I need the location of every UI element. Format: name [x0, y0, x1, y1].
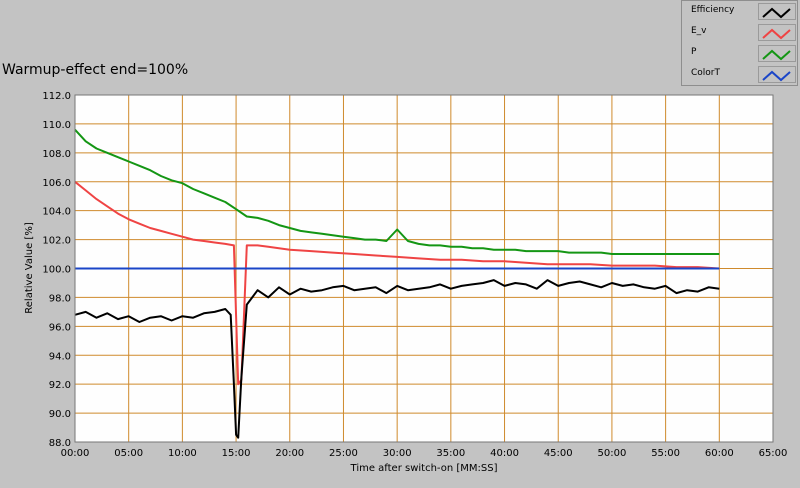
legend-label-efficiency: Efficiency — [691, 5, 735, 15]
y-tick-label: 98.0 — [49, 293, 71, 304]
y-tick-label: 92.0 — [49, 380, 71, 391]
legend-label-colort: ColorT — [691, 68, 720, 78]
plot-frame: 00:00 05:00 10:00 15:00 20:00 25:00 30:00 35:00… — [0, 86, 800, 484]
x-tick-label: 20:00 — [275, 448, 304, 459]
y-tick-label: 90.0 — [49, 409, 71, 420]
y-tick-label: 102.0 — [42, 236, 71, 247]
y-axis-label: Relative Value [%] — [24, 222, 35, 314]
x-tick-label: 55:00 — [651, 448, 680, 459]
x-tick-label: 40:00 — [490, 448, 519, 459]
legend-item-efficiency: Efficiency — [682, 1, 798, 22]
y-tick-label: 104.0 — [42, 207, 71, 218]
legend-item-colort: ColorT — [682, 64, 798, 85]
y-tick-label: 108.0 — [42, 149, 71, 160]
legend-label-p: P — [691, 47, 697, 57]
series-group — [74, 129, 720, 439]
y-tick-label: 94.0 — [49, 351, 71, 362]
legend-line-icon-efficiency — [762, 7, 791, 19]
series-line-p — [74, 129, 720, 255]
legend-swatch-p — [758, 45, 796, 62]
y-tick-label: 106.0 — [42, 178, 71, 189]
legend-label-ev: E_v — [691, 26, 707, 36]
x-tick-label: 35:00 — [436, 448, 465, 459]
x-tick-label: 25:00 — [329, 448, 358, 459]
legend-line-icon-p — [762, 49, 791, 61]
x-tick-label: 30:00 — [383, 448, 412, 459]
x-tick-label: 10:00 — [168, 448, 197, 459]
x-tick-label: 15:00 — [222, 448, 251, 459]
x-tick-label: 05:00 — [114, 448, 143, 459]
x-tick-label: 50:00 — [598, 448, 627, 459]
legend-swatch-colort — [758, 66, 796, 83]
series-line-efficiency — [74, 279, 720, 439]
x-axis-label: Time after switch-on [MM:SS] — [350, 463, 498, 474]
legend-line-icon-colort — [762, 70, 791, 82]
legend-swatch-efficiency — [758, 3, 796, 20]
y-tick-label: 96.0 — [49, 322, 71, 333]
y-tick-label: 112.0 — [42, 91, 71, 102]
legend-item-ev: E_v — [682, 22, 798, 43]
x-tick-label: 60:00 — [705, 448, 734, 459]
x-tick-label: 45:00 — [544, 448, 573, 459]
y-tick-label: 110.0 — [42, 120, 71, 131]
chart-title: Warmup-effect end=100% — [2, 62, 189, 78]
legend-line-icon-ev — [762, 28, 791, 40]
x-tick-label: 65:00 — [759, 448, 788, 459]
series-line-e-v — [74, 181, 720, 386]
legend: Efficiency E_v P ColorT — [681, 0, 798, 86]
legend-swatch-ev — [758, 24, 796, 41]
chart-svg: 00:00 05:00 10:00 15:00 20:00 25:00 30:00 35:00… — [0, 86, 800, 484]
legend-item-p: P — [682, 43, 798, 64]
plot-border — [74, 94, 774, 443]
y-tick-label: 100.0 — [42, 265, 71, 276]
y-tick-label: 88.0 — [49, 438, 71, 449]
tick-labels: 00:00 05:00 10:00 15:00 20:00 25:00 30:00 35:00… — [42, 91, 787, 459]
x-tick-label: 00:00 — [61, 448, 90, 459]
